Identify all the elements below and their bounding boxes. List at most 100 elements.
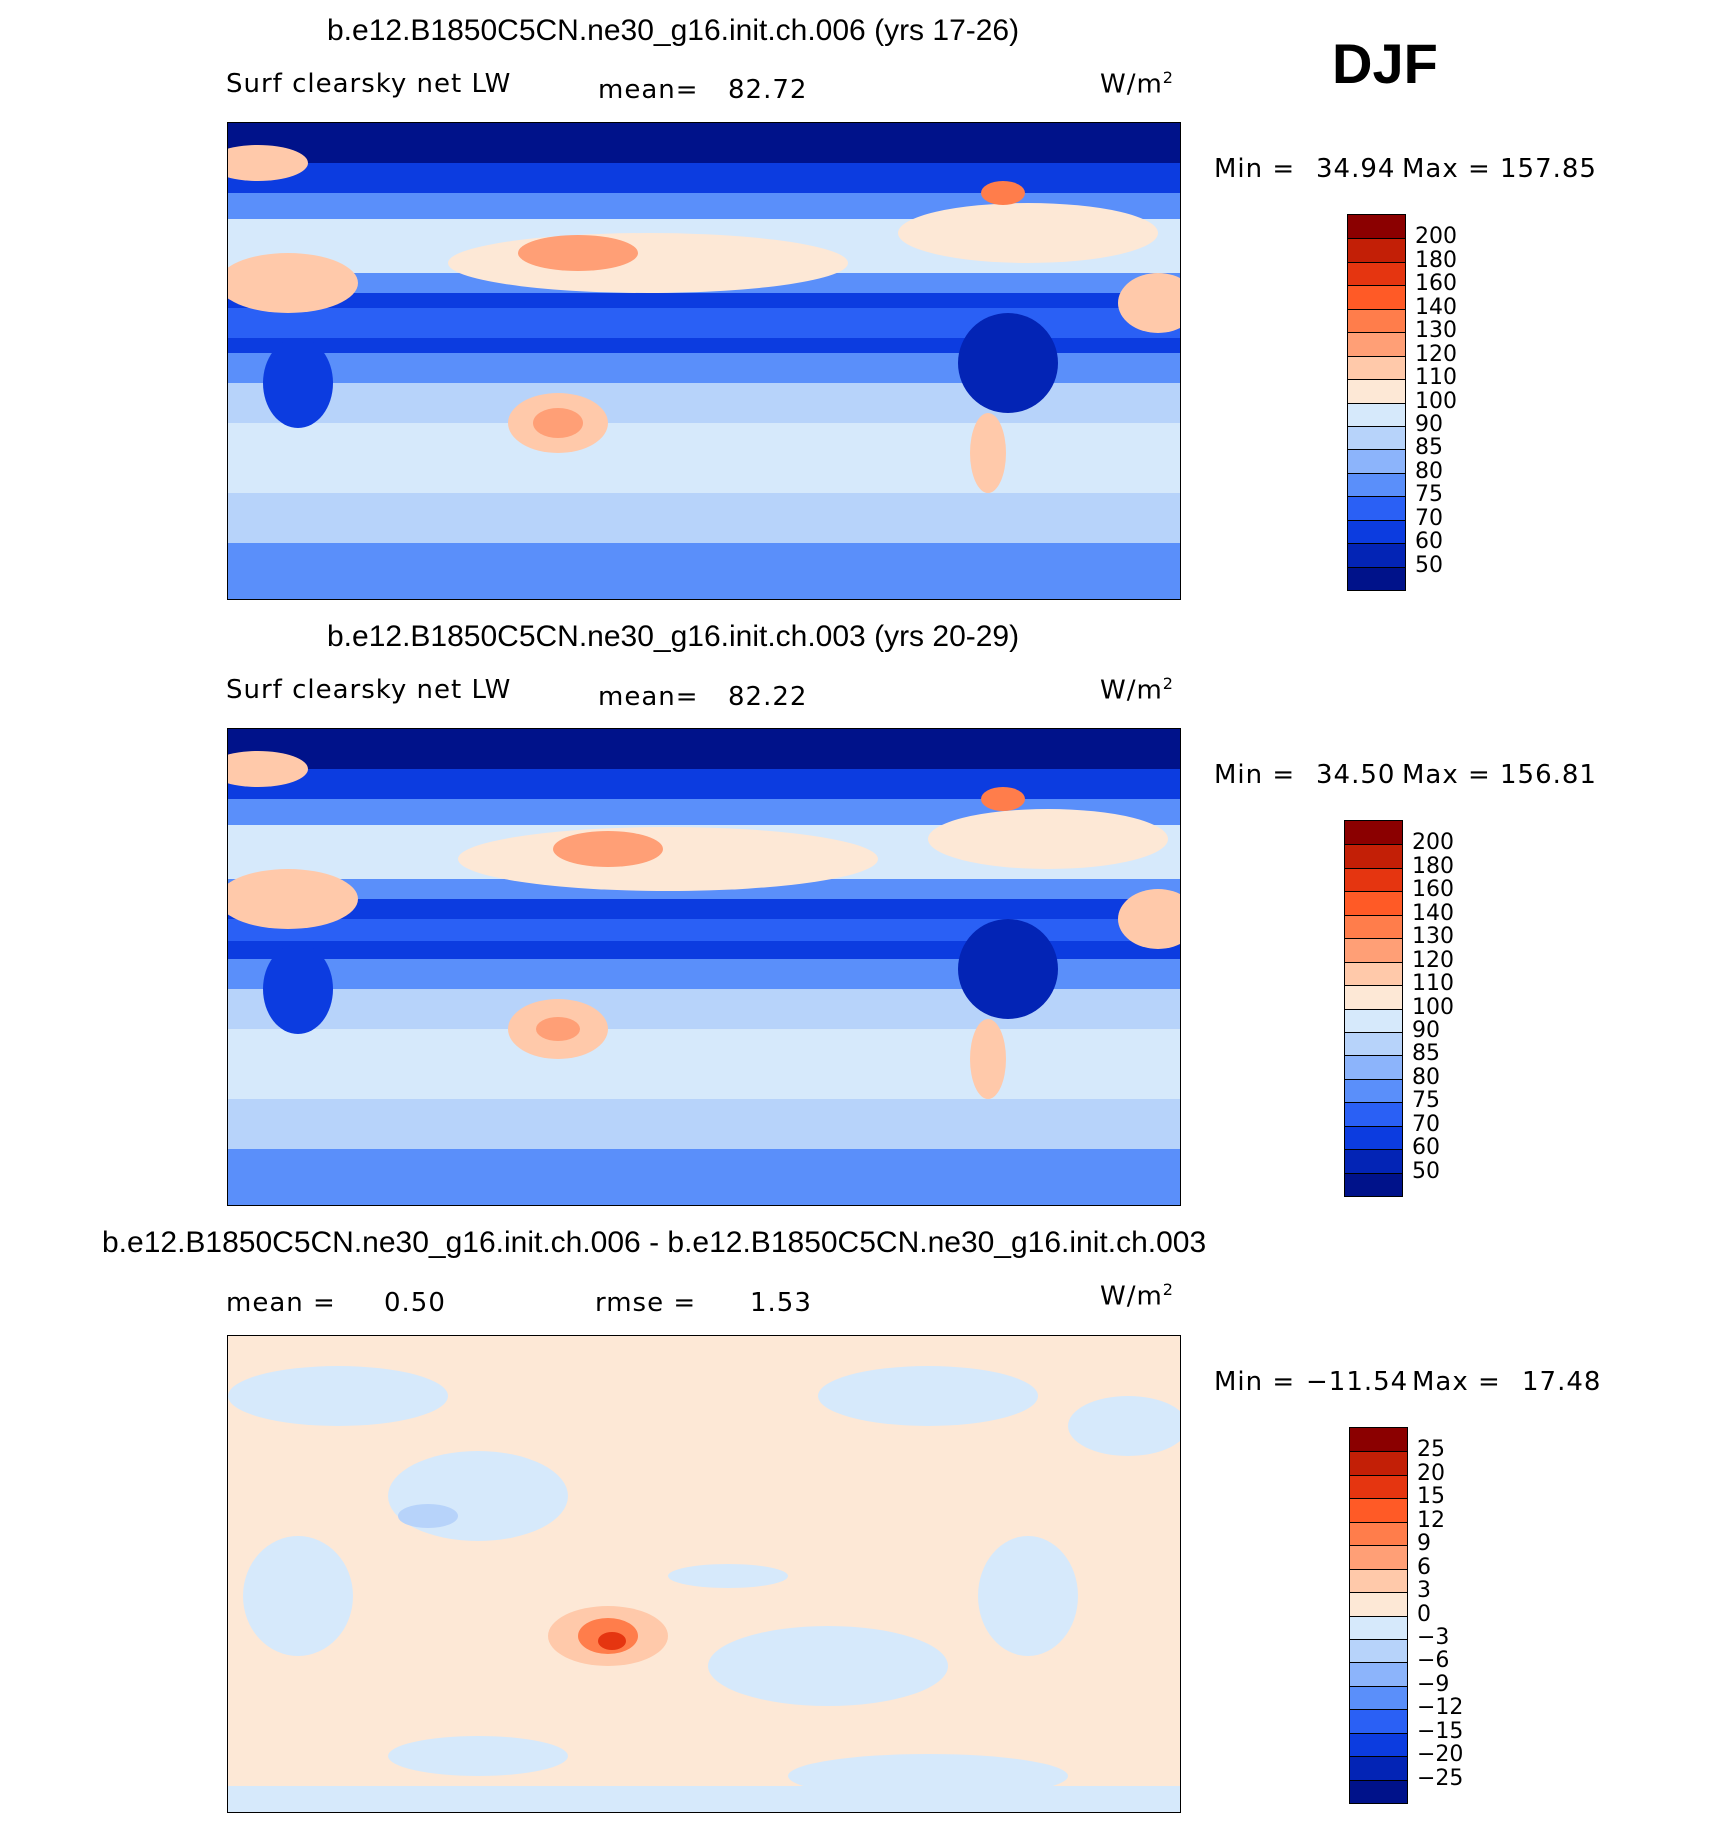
panel-1-max-value: 157.85 bbox=[1500, 154, 1597, 184]
colorbar-tick-label: 60 bbox=[1415, 529, 1443, 555]
panel-2-mean-value: 82.22 bbox=[728, 682, 808, 712]
colorbar-swatch bbox=[1350, 1521, 1407, 1546]
panel-3-max-value: 17.48 bbox=[1522, 1367, 1602, 1397]
panel-2-max-value: 156.81 bbox=[1500, 760, 1597, 790]
colorbar-tick-label: 110 bbox=[1415, 365, 1457, 391]
panel-1-min-label: Min = bbox=[1214, 154, 1296, 184]
panel-3-units: W/m2 bbox=[1100, 1280, 1174, 1312]
colorbar-tick-label: 25 bbox=[1417, 1437, 1445, 1463]
colorbar-swatch bbox=[1348, 566, 1405, 590]
colorbar-swatch bbox=[1350, 1638, 1407, 1663]
colorbar-tick-label: 180 bbox=[1415, 247, 1457, 273]
colorbar-tick-label: 12 bbox=[1417, 1507, 1445, 1533]
colorbar-swatch bbox=[1350, 1732, 1407, 1757]
panel-1-units: W/m2 bbox=[1100, 68, 1174, 100]
panel-1-min-value: 34.94 bbox=[1316, 154, 1396, 184]
colorbar-tick-label: 100 bbox=[1412, 994, 1454, 1020]
colorbar-tick-label: 75 bbox=[1415, 482, 1443, 508]
panel-2-units: W/m2 bbox=[1100, 674, 1174, 706]
colorbar-tick-label: 6 bbox=[1417, 1554, 1431, 1580]
colorbar-tick-label: 140 bbox=[1415, 294, 1457, 320]
colorbar-swatch bbox=[1350, 1615, 1407, 1639]
colorbar-tick-label: 50 bbox=[1415, 552, 1443, 578]
panel-1-variable-label: Surf clearsky net LW bbox=[226, 69, 512, 99]
colorbar-swatch bbox=[1345, 821, 1402, 845]
colorbar-swatch bbox=[1350, 1474, 1407, 1499]
colorbar-swatch bbox=[1348, 425, 1405, 450]
colorbar-tick-label: 85 bbox=[1415, 435, 1443, 461]
colorbar-tick-label: 3 bbox=[1417, 1578, 1431, 1604]
colorbar-swatch bbox=[1348, 402, 1405, 426]
colorbar-swatch bbox=[1350, 1756, 1407, 1780]
colorbar-tick-label: 85 bbox=[1412, 1041, 1440, 1067]
colorbar-swatch bbox=[1348, 379, 1405, 403]
colorbar-tick-label: 200 bbox=[1415, 224, 1457, 250]
colorbar-tick-label: 120 bbox=[1412, 947, 1454, 973]
colorbar-swatch bbox=[1348, 261, 1405, 286]
panel-3-title: b.e12.B1850C5CN.ne30_g16.init.ch.006 - b… bbox=[102, 1226, 1207, 1259]
colorbar-swatch bbox=[1348, 332, 1405, 356]
colorbar-tick-label: −12 bbox=[1417, 1695, 1464, 1721]
panel-3-min-value: −11.54 bbox=[1306, 1367, 1409, 1397]
panel-3-rmse-label: rmse = bbox=[595, 1288, 697, 1318]
panel-2-mean-label: mean= bbox=[598, 682, 699, 712]
colorbar-tick-label: 110 bbox=[1412, 971, 1454, 997]
colorbar-swatch bbox=[1345, 844, 1402, 868]
colorbar-tick-label: 180 bbox=[1412, 853, 1454, 879]
colorbar-swatch bbox=[1345, 1078, 1402, 1103]
panel-3-mean-value: 0.50 bbox=[384, 1288, 446, 1318]
panel-1-map bbox=[227, 122, 1181, 600]
colorbar-swatch bbox=[1348, 496, 1405, 520]
colorbar-tick-label: 160 bbox=[1412, 877, 1454, 903]
colorbar-swatch bbox=[1345, 1008, 1402, 1032]
colorbar-swatch bbox=[1348, 285, 1405, 309]
panel-1-title: b.e12.B1850C5CN.ne30_g16.init.ch.006 (yr… bbox=[327, 14, 1020, 47]
colorbar-swatch bbox=[1350, 1592, 1407, 1616]
panel-3-map bbox=[227, 1335, 1181, 1813]
colorbar-swatch bbox=[1350, 1545, 1407, 1569]
colorbar-swatch bbox=[1348, 472, 1405, 497]
colorbar-tick-label: 0 bbox=[1417, 1601, 1431, 1627]
colorbar-tick-label: 120 bbox=[1415, 341, 1457, 367]
colorbar-tick-label: 60 bbox=[1412, 1135, 1440, 1161]
colorbar-tick-label: 90 bbox=[1415, 411, 1443, 437]
panel-1-max-label: Max = bbox=[1402, 154, 1491, 184]
colorbar-swatch bbox=[1348, 308, 1405, 333]
panel-3-max-label: Max = bbox=[1412, 1367, 1501, 1397]
panel-3-rmse-value: 1.53 bbox=[750, 1288, 812, 1318]
panel-2-min-value: 34.50 bbox=[1316, 760, 1396, 790]
panel-3-colorbar bbox=[1349, 1427, 1408, 1804]
panel-1-mean-value: 82.72 bbox=[728, 75, 808, 105]
panel-2-colorbar bbox=[1344, 820, 1403, 1197]
colorbar-swatch bbox=[1348, 238, 1405, 262]
colorbar-tick-label: 75 bbox=[1412, 1088, 1440, 1114]
colorbar-swatch bbox=[1348, 449, 1405, 473]
colorbar-tick-label: 80 bbox=[1412, 1064, 1440, 1090]
colorbar-tick-label: 15 bbox=[1417, 1484, 1445, 1510]
colorbar-swatch bbox=[1350, 1498, 1407, 1522]
colorbar-tick-label: 90 bbox=[1412, 1017, 1440, 1043]
colorbar-tick-label: 200 bbox=[1412, 830, 1454, 856]
colorbar-tick-label: 130 bbox=[1415, 318, 1457, 344]
colorbar-swatch bbox=[1345, 1172, 1402, 1196]
colorbar-swatch bbox=[1345, 985, 1402, 1009]
colorbar-swatch bbox=[1345, 914, 1402, 939]
colorbar-tick-label: −20 bbox=[1417, 1742, 1464, 1768]
colorbar-swatch bbox=[1345, 1125, 1402, 1150]
colorbar-tick-label: −15 bbox=[1417, 1718, 1464, 1744]
panel-2-variable-label: Surf clearsky net LW bbox=[226, 675, 512, 705]
colorbar-tick-label: −9 bbox=[1417, 1671, 1450, 1697]
panel-1-colorbar bbox=[1347, 214, 1406, 591]
colorbar-swatch bbox=[1348, 355, 1405, 380]
colorbar-swatch bbox=[1345, 1055, 1402, 1079]
panel-1-mean-label: mean= bbox=[598, 75, 699, 105]
colorbar-swatch bbox=[1350, 1568, 1407, 1593]
panel-2-max-label: Max = bbox=[1402, 760, 1491, 790]
colorbar-tick-label: 70 bbox=[1415, 505, 1443, 531]
season-label: DJF bbox=[1332, 32, 1438, 95]
colorbar-tick-label: 130 bbox=[1412, 924, 1454, 950]
colorbar-swatch bbox=[1350, 1428, 1407, 1452]
colorbar-tick-label: 80 bbox=[1415, 458, 1443, 484]
colorbar-swatch bbox=[1345, 1031, 1402, 1056]
colorbar-swatch bbox=[1345, 938, 1402, 962]
